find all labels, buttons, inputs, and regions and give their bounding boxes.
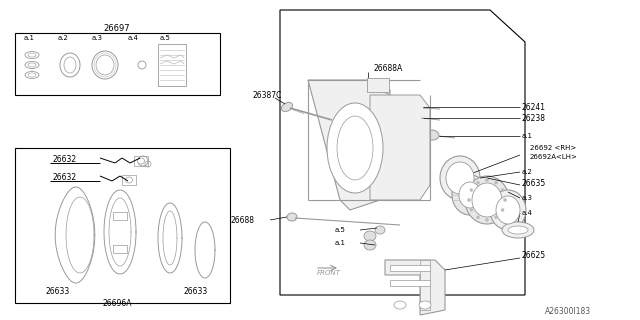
Ellipse shape (504, 198, 506, 202)
Text: 26688: 26688 (230, 215, 254, 225)
Bar (390, 280, 430, 286)
Ellipse shape (125, 177, 132, 183)
Ellipse shape (375, 226, 385, 234)
Ellipse shape (138, 158, 145, 164)
Text: a.4: a.4 (522, 210, 533, 216)
Polygon shape (385, 260, 445, 315)
Text: 26387C: 26387C (252, 91, 282, 100)
Bar (15, 33, 220, 95)
Bar (122, 175, 136, 185)
Ellipse shape (327, 103, 383, 193)
Text: FRONT: FRONT (317, 270, 341, 276)
Text: A26300l183: A26300l183 (545, 308, 591, 316)
Text: 26633: 26633 (45, 286, 69, 295)
Ellipse shape (477, 181, 479, 184)
Bar (113, 212, 127, 220)
Text: 26241: 26241 (522, 102, 546, 111)
Ellipse shape (28, 73, 36, 77)
Text: a.3: a.3 (522, 195, 533, 201)
Text: a.2: a.2 (58, 35, 69, 41)
Ellipse shape (501, 188, 504, 191)
Bar (158, 44, 186, 86)
Text: 26635: 26635 (522, 179, 547, 188)
Text: 26633: 26633 (183, 286, 207, 295)
Ellipse shape (364, 240, 376, 250)
Ellipse shape (452, 175, 488, 215)
Bar (420, 260, 430, 310)
Bar (113, 245, 127, 253)
Polygon shape (370, 95, 430, 200)
Text: 26692A<LH>: 26692A<LH> (530, 154, 578, 160)
Bar (134, 156, 148, 166)
Text: a.5: a.5 (335, 227, 346, 233)
Text: a.5: a.5 (160, 35, 171, 41)
Text: a.3: a.3 (92, 35, 103, 41)
Ellipse shape (64, 57, 76, 73)
Text: a.1: a.1 (335, 240, 346, 246)
Text: 26697: 26697 (104, 23, 131, 33)
Ellipse shape (425, 130, 439, 140)
Text: 26238: 26238 (522, 114, 546, 123)
Ellipse shape (337, 116, 373, 180)
Ellipse shape (96, 55, 114, 75)
Ellipse shape (440, 156, 480, 200)
Text: 26625: 26625 (522, 252, 546, 260)
Bar (15, 148, 230, 303)
Text: 26696A: 26696A (102, 299, 132, 308)
Ellipse shape (419, 301, 431, 309)
Ellipse shape (287, 213, 297, 221)
Text: 26688A: 26688A (373, 63, 403, 73)
Ellipse shape (495, 216, 497, 219)
Text: a.1: a.1 (24, 35, 35, 41)
Ellipse shape (28, 53, 36, 57)
Ellipse shape (282, 102, 292, 112)
Text: a.2: a.2 (522, 169, 533, 175)
Ellipse shape (508, 226, 528, 234)
Polygon shape (280, 10, 525, 295)
Ellipse shape (394, 301, 406, 309)
Ellipse shape (472, 183, 502, 217)
Text: 26632: 26632 (52, 155, 76, 164)
Ellipse shape (486, 219, 488, 221)
Bar (367, 78, 389, 92)
Ellipse shape (28, 63, 36, 67)
Ellipse shape (470, 209, 473, 212)
Ellipse shape (502, 222, 534, 238)
Ellipse shape (490, 190, 526, 230)
Text: a.1: a.1 (522, 133, 533, 139)
Ellipse shape (470, 188, 473, 191)
Text: 26692 <RH>: 26692 <RH> (530, 145, 576, 151)
Ellipse shape (459, 182, 481, 208)
Ellipse shape (465, 176, 509, 224)
Bar (390, 265, 430, 271)
Ellipse shape (496, 196, 520, 224)
Ellipse shape (486, 179, 488, 181)
Ellipse shape (495, 181, 497, 184)
Ellipse shape (413, 104, 423, 110)
Ellipse shape (477, 216, 479, 219)
Text: 26632: 26632 (52, 172, 76, 181)
Ellipse shape (364, 231, 376, 241)
Ellipse shape (467, 198, 470, 202)
Ellipse shape (446, 162, 474, 194)
Ellipse shape (409, 115, 421, 122)
Text: a.4: a.4 (128, 35, 139, 41)
Polygon shape (308, 80, 390, 210)
Ellipse shape (501, 209, 504, 212)
